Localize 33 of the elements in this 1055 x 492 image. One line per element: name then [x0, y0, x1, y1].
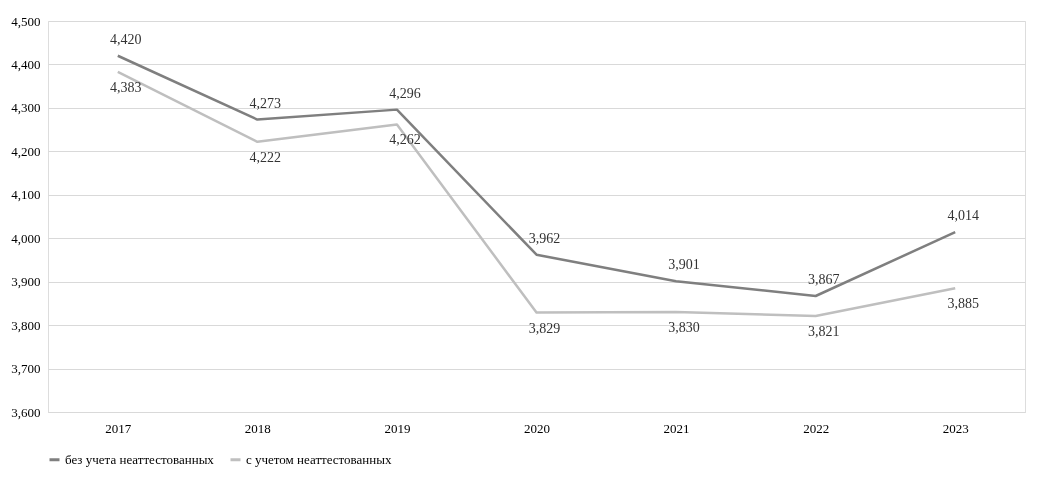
x-tick-label: 2020	[524, 420, 550, 436]
y-tick-label: 4,500	[11, 13, 41, 29]
data-label: 4,273	[249, 95, 282, 111]
data-label: 3,885	[947, 296, 979, 312]
data-label: 3,962	[528, 230, 561, 246]
y-tick-label: 3,700	[11, 361, 41, 377]
x-tick-label: 2022	[803, 420, 830, 436]
data-label: 4,222	[249, 149, 282, 165]
data-label: 3,821	[807, 323, 840, 339]
legend-label: с учетом неаттестованных	[246, 451, 393, 467]
data-label: 4,262	[389, 132, 421, 148]
x-tick-label: 2023	[942, 420, 969, 436]
y-tick-label: 4,400	[11, 56, 41, 72]
y-tick-label: 3,600	[11, 404, 41, 420]
data-label: 3,867	[807, 272, 840, 287]
y-tick-label: 4,100	[11, 187, 41, 203]
legend-label: без учета неаттестованных	[65, 451, 215, 467]
data-label: 3,829	[528, 320, 561, 336]
y-tick-label: 4,000	[11, 230, 41, 246]
x-tick-label: 2021	[663, 420, 690, 436]
data-label: 3,901	[668, 257, 700, 273]
data-label: 4,383	[110, 79, 142, 95]
data-label: 3,830	[668, 320, 700, 336]
y-tick-label: 3,800	[11, 317, 41, 333]
y-tick-label: 3,900	[11, 274, 41, 290]
data-label: 4,014	[947, 208, 979, 224]
y-tick-label: 4,300	[11, 100, 41, 116]
x-tick-label: 2019	[384, 420, 411, 436]
y-tick-label: 4,200	[11, 143, 41, 159]
x-tick-label: 2018	[244, 420, 271, 436]
data-label: 4,420	[110, 31, 142, 47]
data-label: 4,296	[389, 85, 421, 101]
x-tick-label: 2017	[105, 420, 132, 436]
